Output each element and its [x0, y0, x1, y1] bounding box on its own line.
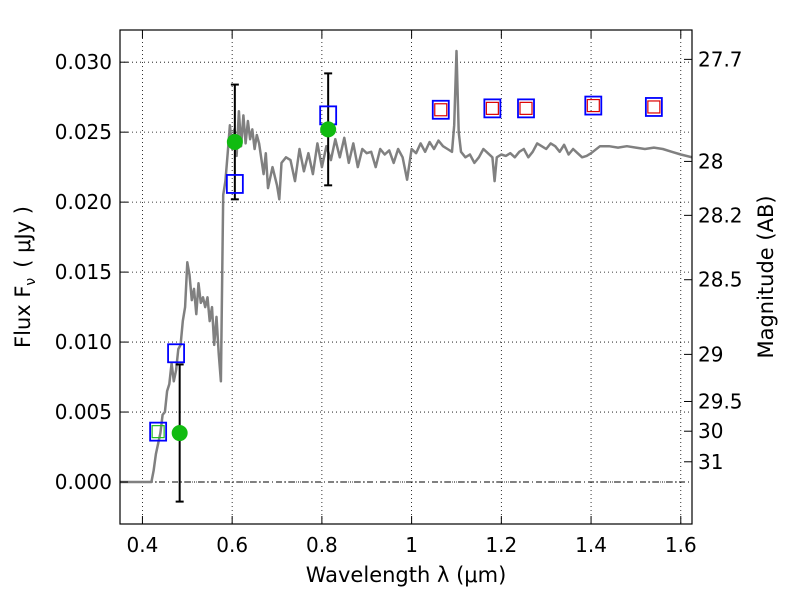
y-axis-label: Flux Fν ( μJy ): [11, 206, 39, 348]
model-photometry-square: [167, 343, 185, 364]
y-tick-label: 0.005: [55, 400, 112, 424]
magnitude-tick-labels: 27.7 28 28.2 28.5 29 29.5 30 31: [698, 47, 743, 473]
axis-ticks: [120, 30, 692, 524]
inner-square-marker: [586, 98, 600, 113]
x-tick-label: 0.6: [216, 533, 248, 557]
inner-square-marker: [151, 425, 165, 439]
magnitude-tick-label: 29: [698, 342, 723, 366]
model-photometry-square: [644, 97, 663, 117]
inner-square-marker: [519, 101, 533, 115]
x-axis-label: Wavelength λ (μm): [306, 563, 507, 587]
model-photometry-square: [584, 95, 603, 116]
observed-point: [226, 133, 243, 150]
y-axis-label-text: Flux F: [11, 286, 35, 348]
inner-square-marker: [647, 100, 661, 114]
x-tick-label: 1: [405, 533, 418, 557]
x-tick-labels: 0.4 0.6 0.8 1 1.2 1.4 1.6: [127, 533, 697, 557]
right-axis-label: Magnitude (AB): [754, 195, 778, 358]
model-photometry-square: [431, 99, 450, 120]
model-photometry-square: [483, 98, 502, 119]
model-photometry-square: [517, 98, 535, 119]
y-axis-label-units: ( μJy ): [11, 206, 35, 268]
x-tick-label: 1.4: [575, 533, 607, 557]
y-tick-label: 0.030: [55, 50, 112, 74]
x-tick-label: 0.8: [306, 533, 338, 557]
x-tick-label: 1.2: [485, 533, 517, 557]
y-tick-label: 0.025: [55, 120, 112, 144]
observed-photometry-points: [171, 121, 337, 442]
magnitude-tick-label: 28.5: [698, 268, 743, 292]
y-tick-labels: 0.000 0.005 0.010 0.015 0.020 0.025 0.030: [55, 50, 112, 494]
model-photometry-square: [225, 174, 244, 194]
y-tick-label: 0.000: [55, 470, 112, 494]
y-tick-label: 0.020: [55, 190, 112, 214]
y-axis-label-subscript: ν: [23, 278, 39, 286]
x-tick-label: 1.6: [665, 533, 697, 557]
magnitude-tick-label: 27.7: [698, 47, 743, 71]
grid: [120, 30, 692, 524]
magnitude-tick-label: 28.2: [698, 203, 743, 227]
magnitude-tick-label: 30: [698, 419, 723, 443]
observed-point: [320, 121, 337, 138]
y-tick-label: 0.010: [55, 330, 112, 354]
inner-square-marker: [485, 101, 499, 115]
magnitude-tick-label: 29.5: [698, 389, 743, 413]
x-tick-label: 0.4: [127, 533, 159, 557]
model-spectrum-line: [120, 49, 692, 484]
inner-square-marker: [434, 103, 448, 117]
observed-point: [171, 425, 188, 442]
y-tick-label: 0.015: [55, 260, 112, 284]
magnitude-tick-label: 28: [698, 149, 723, 173]
model-photometry-square: [149, 421, 168, 442]
magnitude-tick-label: 31: [698, 450, 723, 474]
model-photometry-squares: [149, 95, 663, 442]
inner-square-markers: [151, 98, 661, 439]
plot-frame: [119, 29, 693, 525]
